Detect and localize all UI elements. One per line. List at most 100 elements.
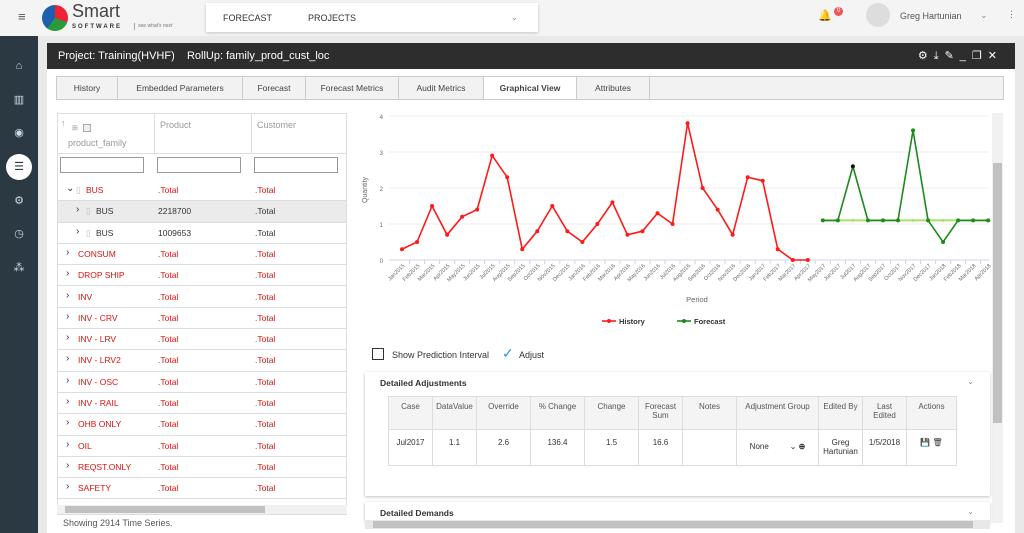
- save-icon[interactable]: 💾: [920, 438, 931, 447]
- chevron-right-icon[interactable]: ›: [66, 396, 70, 407]
- table-row[interactable]: › INV - RAIL .Total .Total: [58, 393, 346, 415]
- data-point: [460, 214, 465, 219]
- legend-item[interactable]: History: [619, 317, 646, 326]
- chart-icon[interactable]: ▥: [13, 94, 25, 106]
- chevron-down-icon[interactable]: ⌄: [511, 13, 518, 22]
- data-point: [911, 218, 915, 222]
- data-point: [475, 207, 480, 212]
- table-row[interactable]: › OIL .Total .Total: [58, 436, 346, 457]
- chevron-right-icon[interactable]: ›: [66, 417, 70, 429]
- gear-icon[interactable]: ⚙: [917, 50, 934, 62]
- tab-embedded-parameters[interactable]: Embedded Parameters: [118, 77, 243, 99]
- horizontal-scrollbar[interactable]: [365, 520, 990, 529]
- table-row[interactable]: › SAFETY .Total .Total: [58, 478, 346, 500]
- chevron-down-icon[interactable]: ⌄: [967, 377, 974, 386]
- legend-marker: [682, 319, 686, 323]
- chevron-right-icon[interactable]: ›: [66, 246, 70, 258]
- restore-icon[interactable]: ❐: [971, 50, 988, 62]
- chevron-down-icon[interactable]: ⌄: [967, 507, 974, 516]
- tab-forecast[interactable]: Forecast: [243, 77, 306, 99]
- chevron-down-icon[interactable]: ⌄: [980, 10, 988, 20]
- chevron-right-icon[interactable]: ›: [76, 204, 80, 216]
- chevron-right-icon[interactable]: ›: [66, 310, 70, 322]
- column-header-product[interactable]: Product: [155, 114, 252, 154]
- sort-up-icon[interactable]: ↑: [61, 118, 66, 128]
- data-point: [640, 229, 645, 234]
- delete-icon[interactable]: 🗑: [932, 438, 943, 447]
- expand-all-icon[interactable]: ⊞: [72, 125, 78, 132]
- change-input[interactable]: 1.5: [584, 429, 639, 466]
- table-row[interactable]: › INV - LRV2 .Total .Total: [58, 350, 346, 372]
- chevron-right-icon[interactable]: ›: [66, 353, 70, 365]
- data-point: [911, 128, 916, 133]
- notes-input[interactable]: [682, 429, 737, 466]
- chevron-right-icon[interactable]: ›: [66, 332, 70, 344]
- home-icon[interactable]: ⌂: [15, 60, 23, 72]
- prediction-interval-checkbox[interactable]: [372, 348, 384, 360]
- table-row[interactable]: › OHB ONLY .Total .Total: [58, 414, 346, 436]
- dashboard-icon[interactable]: ◉: [14, 127, 24, 139]
- list-icon[interactable]: ☰: [6, 154, 32, 180]
- table-row[interactable]: › INV - LRV .Total .Total: [58, 329, 346, 351]
- chevron-right-icon[interactable]: ›: [66, 268, 70, 280]
- chevron-right-icon[interactable]: ›: [66, 289, 70, 301]
- adjustment-group-select[interactable]: None: [749, 442, 769, 451]
- table-row[interactable]: › REQST.ONLY .Total .Total: [58, 457, 346, 479]
- tab-audit-metrics[interactable]: Audit Metrics: [399, 77, 484, 99]
- chevron-right-icon[interactable]: ›: [66, 438, 70, 450]
- user-name[interactable]: Greg Hartunian: [900, 11, 962, 21]
- chevron-right-icon[interactable]: ›: [76, 225, 80, 237]
- chevron-right-icon[interactable]: ›: [66, 459, 70, 471]
- avatar[interactable]: [866, 3, 890, 27]
- x-tick-label: Jun2017: [823, 263, 842, 282]
- table-row[interactable]: › CONSUM .Total .Total: [58, 244, 346, 266]
- status-text: Showing 2914 Time Series.: [63, 518, 173, 528]
- column-header-product-family[interactable]: ↑ ⊞ product_family: [58, 114, 155, 154]
- chevron-down-icon[interactable]: ⌄: [66, 183, 75, 194]
- y-tick-label: 4: [380, 115, 384, 121]
- filter-product-family[interactable]: [60, 157, 144, 173]
- download-icon[interactable]: ⤓: [933, 50, 945, 62]
- clock-icon[interactable]: ◷: [14, 228, 24, 240]
- data-point: [505, 175, 510, 180]
- chevron-right-icon[interactable]: ›: [66, 481, 70, 493]
- vertical-scrollbar[interactable]: [992, 113, 1003, 523]
- grid-horizontal-scrollbar[interactable]: [57, 505, 347, 514]
- close-icon[interactable]: ✕: [987, 50, 1003, 62]
- select-all-checkbox[interactable]: [83, 124, 91, 132]
- adjust-checkmark-icon[interactable]: ✓: [502, 345, 514, 361]
- table-row[interactable]: › DROP SHIP .Total .Total: [58, 265, 346, 287]
- override-input[interactable]: 2.6: [476, 429, 531, 466]
- table-row[interactable]: › INV - OSC .Total .Total: [58, 372, 346, 393]
- menu-icon[interactable]: ≡: [18, 9, 26, 24]
- edit-icon[interactable]: ✎: [944, 50, 960, 62]
- minimize-icon[interactable]: _: [959, 50, 972, 62]
- table-row[interactable]: › ▯ BUS 2218700 .Total: [58, 201, 346, 223]
- data-point: [805, 258, 810, 262]
- data-point: [820, 218, 825, 223]
- add-icon[interactable]: ⊕: [798, 442, 806, 451]
- bell-icon[interactable]: 🔔: [818, 10, 832, 22]
- table-row[interactable]: › INV .Total .Total: [58, 287, 346, 308]
- filter-customer[interactable]: [254, 157, 338, 173]
- chevron-down-icon[interactable]: ⌄: [789, 442, 797, 451]
- tab-history[interactable]: History: [57, 77, 118, 99]
- data-point: [595, 222, 600, 226]
- filter-product[interactable]: [157, 157, 241, 173]
- pct-change-input[interactable]: 136.4: [530, 429, 585, 466]
- column-header-customer[interactable]: Customer: [252, 114, 346, 154]
- chevron-right-icon[interactable]: ›: [66, 374, 70, 386]
- table-row[interactable]: › INV - CRV .Total .Total: [58, 308, 346, 330]
- nav-forecast[interactable]: FORECAST: [223, 13, 273, 23]
- legend-item[interactable]: Forecast: [694, 317, 726, 326]
- tab-graphical-view[interactable]: Graphical View: [484, 77, 577, 99]
- table-row[interactable]: ⌄ ▯ BUS .Total .Total: [58, 180, 346, 202]
- tab-attributes[interactable]: Attributes: [577, 77, 650, 99]
- network-icon[interactable]: ⁂: [13, 262, 25, 274]
- settings-icon[interactable]: ⚙: [14, 195, 24, 207]
- data-point: [941, 218, 945, 222]
- table-row[interactable]: › ▯ BUS 1009653 .Total: [58, 223, 346, 244]
- tab-forecast-metrics[interactable]: Forecast Metrics: [306, 77, 399, 99]
- nav-projects[interactable]: PROJECTS: [308, 13, 357, 23]
- more-icon[interactable]: ⋮: [1007, 9, 1016, 19]
